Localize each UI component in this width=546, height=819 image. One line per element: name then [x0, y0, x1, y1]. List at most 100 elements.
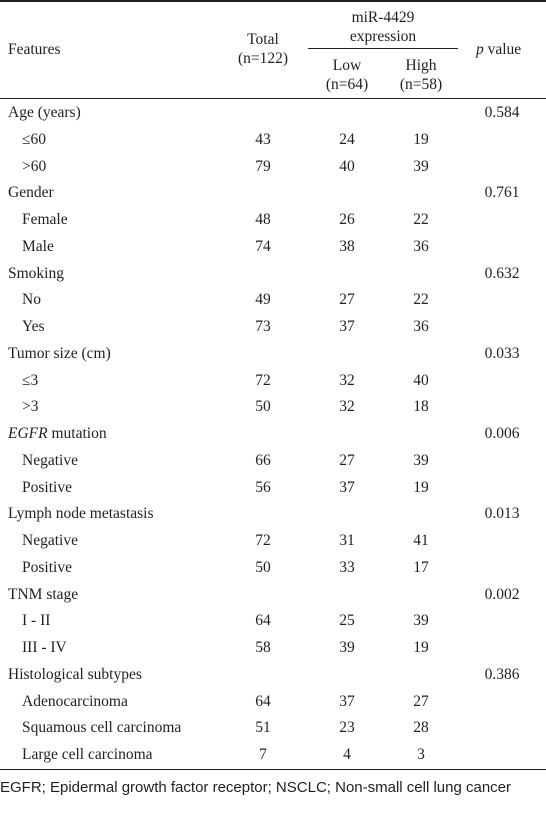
cell-low: 37 — [339, 478, 355, 496]
header-expression-line1: miR-4429 — [351, 9, 415, 26]
cell-total: 64 — [255, 692, 271, 710]
cell-pvalue: 0.632 — [484, 264, 520, 282]
row-sub-label: Squamous cell carcinoma — [22, 719, 182, 737]
cell-total: 56 — [255, 478, 271, 496]
table-top-rule — [0, 0, 546, 2]
cell-pvalue: 0.002 — [484, 585, 520, 603]
row-sub-label: Positive — [22, 558, 72, 576]
cell-high: 39 — [413, 612, 429, 630]
cell-high: 3 — [417, 746, 425, 763]
cell-low: 37 — [339, 692, 355, 710]
header-total-n: (n=122) — [237, 50, 289, 67]
row-group-label: Tumor size (cm) — [8, 344, 111, 362]
cell-total: 73 — [255, 318, 271, 335]
row-group-label: EGFR mutation — [8, 425, 107, 443]
header-features: Features — [8, 41, 61, 58]
cell-high: 19 — [413, 130, 429, 148]
cell-low: 37 — [339, 318, 355, 335]
cell-total: 50 — [255, 398, 271, 416]
cell-low: 26 — [339, 211, 355, 228]
row-sub-label: >60 — [22, 157, 47, 175]
row-sub-label: Yes — [22, 318, 45, 335]
cell-total: 48 — [255, 211, 271, 228]
cell-pvalue: 0.033 — [484, 344, 520, 362]
cell-low: 40 — [339, 157, 355, 175]
cell-pvalue: 0.584 — [484, 104, 520, 121]
cell-high: 36 — [413, 237, 429, 255]
cell-low: 32 — [339, 371, 355, 389]
footnote: EGFR; Epidermal growth factor receptor; … — [0, 779, 512, 796]
row-sub-label: >3 — [22, 398, 39, 416]
row-sub-label: Negative — [22, 451, 78, 469]
cell-low: 39 — [339, 639, 355, 656]
cell-low: 4 — [343, 746, 351, 763]
header-low-n: (n=64) — [325, 76, 369, 93]
cell-total: 74 — [255, 237, 271, 255]
cell-high: 41 — [413, 532, 429, 549]
row-group-label: Smoking — [8, 264, 64, 282]
cell-pvalue: 0.761 — [484, 184, 520, 202]
row-group-label: Lymph node metastasis — [8, 505, 154, 523]
cell-pvalue: 0.013 — [484, 505, 520, 523]
cell-high: 36 — [413, 318, 429, 335]
row-sub-label: Large cell carcinoma — [22, 746, 153, 763]
header-total-label: Total — [247, 31, 279, 48]
cell-low: 38 — [339, 237, 355, 255]
header-high-n: (n=58) — [399, 76, 443, 93]
cell-pvalue: 0.006 — [484, 425, 520, 442]
row-sub-label: Adenocarcinoma — [22, 692, 128, 710]
header-high-label: High — [405, 57, 437, 74]
cell-total: 50 — [255, 558, 271, 576]
cell-low: 31 — [339, 532, 355, 549]
cell-low: 32 — [339, 398, 355, 416]
cell-high: 27 — [413, 692, 429, 710]
cell-total: 43 — [255, 130, 271, 148]
cell-high: 19 — [413, 639, 429, 656]
header-low: Low (n=64) — [313, 56, 381, 94]
expression-underline — [308, 48, 458, 49]
row-group-label: Histological subtypes — [8, 665, 142, 683]
row-sub-label: I - II — [22, 612, 51, 630]
row-sub-label: ≤60 — [22, 130, 47, 148]
header-low-label: Low — [332, 57, 362, 74]
cell-total: 58 — [255, 639, 271, 656]
cell-total: 7 — [259, 746, 267, 763]
cell-low: 33 — [339, 558, 355, 576]
cell-high: 22 — [413, 291, 429, 309]
cell-low: 24 — [339, 130, 355, 148]
row-sub-label: III - IV — [22, 639, 67, 656]
row-sub-label: Male — [22, 237, 54, 255]
header-expression-line2: expression — [349, 28, 417, 45]
header-total: Total (n=122) — [227, 30, 299, 68]
cell-total: 66 — [255, 451, 271, 469]
row-sub-label: No — [22, 291, 41, 309]
row-label-italic: EGFR — [8, 425, 48, 442]
row-sub-label: Positive — [22, 478, 72, 496]
header-bottom-rule — [0, 98, 546, 100]
row-group-label: Age (years) — [8, 104, 81, 121]
cell-total: 72 — [255, 532, 271, 549]
row-sub-label: Negative — [22, 532, 78, 549]
header-pvalue-p: p — [476, 41, 484, 58]
row-sub-label: ≤3 — [22, 371, 39, 389]
header-pvalue: p value — [476, 41, 521, 59]
cell-high: 18 — [413, 398, 429, 416]
header-pvalue-rest: value — [483, 41, 522, 58]
cell-low: 27 — [339, 291, 355, 309]
cell-total: 49 — [255, 291, 271, 309]
cell-high: 39 — [413, 157, 429, 175]
cell-high: 22 — [413, 211, 429, 228]
cell-total: 72 — [255, 371, 271, 389]
cell-low: 27 — [339, 451, 355, 469]
cell-low: 25 — [339, 612, 355, 630]
cell-high: 28 — [413, 719, 429, 737]
row-group-label: Gender — [8, 184, 54, 202]
cell-low: 23 — [339, 719, 355, 737]
row-sub-label: Female — [22, 211, 68, 228]
cell-total: 64 — [255, 612, 271, 630]
cell-high: 40 — [413, 371, 429, 389]
row-group-label: TNM stage — [8, 585, 79, 603]
cell-high: 19 — [413, 478, 429, 496]
cell-total: 79 — [255, 157, 271, 175]
cell-high: 39 — [413, 451, 429, 469]
